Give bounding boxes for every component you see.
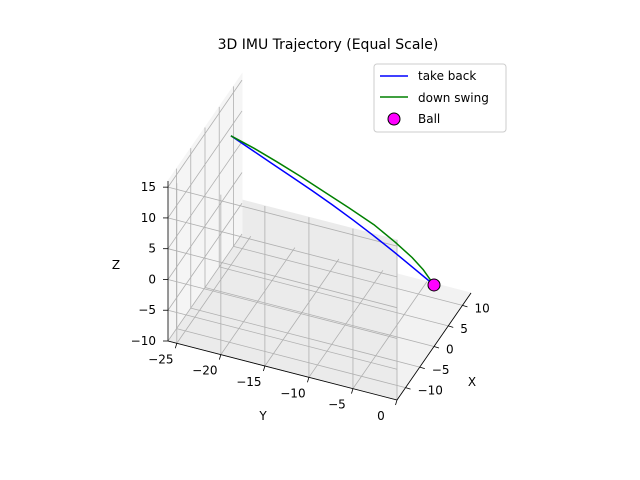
legend-label-ball: Ball <box>418 112 440 126</box>
axis-lines <box>163 181 472 406</box>
z-tick-label: 10 <box>141 211 156 225</box>
z-tick-label: 5 <box>148 242 156 256</box>
grid-z-back <box>167 110 243 219</box>
grid-z-side <box>167 217 398 278</box>
grid-y-floor <box>352 281 428 389</box>
z-tick-label: −10 <box>131 334 156 348</box>
z-tick-label: 15 <box>141 180 156 194</box>
ball-marker <box>427 278 441 292</box>
series-line-take-back <box>230 135 435 286</box>
y-tick-label: −25 <box>148 352 173 366</box>
grid-z-back <box>167 172 243 280</box>
grid-z-side <box>167 309 398 370</box>
grid-z-back <box>167 79 243 188</box>
x-tick-label: 0 <box>446 343 454 357</box>
y-tick-label: −15 <box>236 375 261 389</box>
x-tick-label: −5 <box>432 363 450 377</box>
series-line-down-swing <box>230 135 435 286</box>
y-tick-mark <box>395 399 398 406</box>
legend-label-down-swing: down swing <box>418 91 489 105</box>
z-tick-label: −5 <box>138 303 156 317</box>
grid-x-floor <box>204 287 435 347</box>
x-tick-mark <box>448 325 454 328</box>
grid-x-floor <box>233 245 463 306</box>
grid-x-floor <box>176 328 406 389</box>
grid-z-back <box>167 203 243 311</box>
grid-z-side <box>167 248 398 309</box>
z-tick-label: 0 <box>148 272 156 286</box>
y-tick-label: −5 <box>328 398 346 412</box>
y-tick-mark <box>307 377 310 383</box>
y-tick-label: −10 <box>280 386 305 400</box>
y-tick-mark <box>263 365 266 372</box>
grid-z-back <box>167 233 243 342</box>
y-axis-line <box>167 340 398 401</box>
x-axis-label: X <box>468 375 476 389</box>
grid-y-floor <box>264 258 340 367</box>
grid-lines <box>167 79 472 401</box>
x-tick-label: 5 <box>460 322 468 336</box>
x-tick-mark <box>419 366 425 369</box>
grid-z-side <box>167 186 398 247</box>
grid-x-floor <box>190 307 420 368</box>
grid-y-floor <box>220 247 296 355</box>
z-axis-label: Z <box>112 258 120 272</box>
y-axis-label: Y <box>258 409 267 423</box>
data-series <box>230 135 441 292</box>
x-tick-label: 10 <box>474 301 489 315</box>
x-tick-mark <box>462 304 468 308</box>
grid-y-floor <box>308 270 384 378</box>
x-tick-mark <box>405 387 411 390</box>
grid-z-back <box>167 141 243 249</box>
grid-x-floor <box>219 266 449 327</box>
y-tick-mark <box>174 343 178 349</box>
x-tick-label: −10 <box>418 384 443 398</box>
x-tick-mark <box>433 346 440 349</box>
legend-label-take-back: take back <box>418 69 476 83</box>
chart-title: 3D IMU Trajectory (Equal Scale) <box>218 37 439 53</box>
legend-marker-ball <box>387 112 401 126</box>
y-tick-label: 0 <box>377 409 385 423</box>
y-tick-label: −20 <box>192 364 217 378</box>
y-tick-mark <box>218 354 222 360</box>
grid-z-side <box>167 279 398 339</box>
grid-y-floor <box>176 236 252 344</box>
y-tick-mark <box>351 388 354 394</box>
legend-box <box>373 63 507 133</box>
legend: take back down swing Ball <box>373 63 507 133</box>
